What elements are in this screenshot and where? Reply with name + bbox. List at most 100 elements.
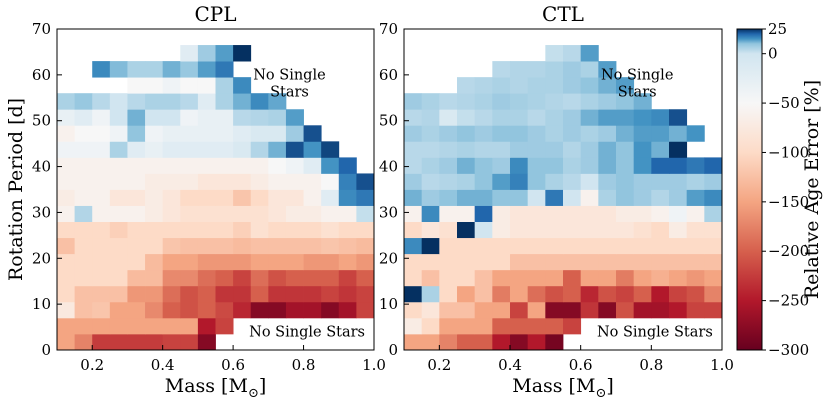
- heatmap-cell: [404, 221, 423, 239]
- y-tick-label: 70: [32, 20, 51, 38]
- heatmap-cell: [250, 173, 269, 190]
- heatmap-cell: [92, 189, 111, 206]
- heatmap-cell: [492, 237, 511, 255]
- heatmap-cell: [197, 173, 216, 190]
- heatmap-cell: [233, 141, 252, 158]
- heatmap-cell: [563, 301, 582, 319]
- heatmap-cell: [474, 125, 493, 142]
- heatmap-cell: [74, 253, 93, 271]
- heatmap-cell: [580, 141, 599, 158]
- heatmap-cell: [616, 205, 635, 222]
- heatmap-cell: [492, 93, 511, 110]
- heatmap-cell: [439, 269, 458, 287]
- heatmap-cell: [492, 157, 511, 174]
- heatmap-cell: [338, 285, 357, 303]
- y-tick-label: 30: [379, 203, 398, 221]
- heatmap-cell: [580, 269, 599, 287]
- heatmap-cell: [651, 173, 670, 190]
- heatmap-cell: [92, 125, 111, 142]
- heatmap-cell: [321, 205, 340, 222]
- heatmap-cell: [109, 269, 128, 287]
- heatmap-cell: [527, 125, 546, 142]
- heatmap-cell: [127, 301, 146, 319]
- heatmap-cell: [180, 125, 199, 142]
- heatmap-cell: [233, 157, 252, 174]
- heatmap-cell: [285, 173, 304, 190]
- heatmap-cell: [439, 93, 458, 110]
- heatmap-cell: [92, 157, 111, 174]
- heatmap-cell: [545, 173, 564, 190]
- heatmap-cell: [457, 333, 476, 351]
- heatmap-cell: [109, 333, 128, 351]
- heatmap-cell: [74, 269, 93, 287]
- heatmap-cell: [510, 173, 529, 190]
- heatmap-cell: [686, 157, 705, 174]
- heatmap-cell: [57, 189, 76, 206]
- heatmap-cell: [545, 253, 564, 271]
- heatmap-cell: [127, 205, 146, 222]
- heatmap-cell: [633, 125, 652, 142]
- heatmap-cell: [356, 253, 375, 271]
- heatmap-cell: [303, 157, 322, 174]
- cpl-no-single-stars-bottom: No Single Stars: [249, 325, 365, 341]
- heatmap-cell: [616, 253, 635, 271]
- colorbar-tick-label: −150: [768, 193, 809, 211]
- heatmap-cell: [510, 317, 529, 335]
- y-tick-label: 40: [379, 158, 398, 176]
- heatmap-cell: [563, 253, 582, 271]
- heatmap-cell: [215, 301, 234, 319]
- heatmap-cell: [145, 125, 164, 142]
- heatmap-cell: [704, 221, 723, 239]
- heatmap-cell: [127, 93, 146, 110]
- heatmap-cell: [321, 253, 340, 271]
- heatmap-cell: [527, 269, 546, 287]
- heatmap-cell: [510, 269, 529, 287]
- heatmap-cell: [669, 157, 688, 174]
- heatmap-cell: [527, 333, 546, 351]
- heatmap-cell: [651, 285, 670, 303]
- heatmap-cell: [439, 317, 458, 335]
- heatmap-cell: [250, 157, 269, 174]
- heatmap-cell: [303, 221, 322, 239]
- y-tick-label: 60: [32, 66, 51, 84]
- heatmap-cell: [704, 157, 723, 174]
- heatmap-cell: [145, 253, 164, 271]
- heatmap-cell: [180, 109, 199, 126]
- heatmap-cell: [474, 109, 493, 126]
- heatmap-cell: [404, 205, 423, 222]
- heatmap-cell: [268, 253, 287, 271]
- heatmap-cell: [457, 93, 476, 110]
- heatmap-cell: [74, 93, 93, 110]
- heatmap-cell: [233, 237, 252, 255]
- heatmap-cell: [598, 125, 617, 142]
- heatmap-cell: [527, 173, 546, 190]
- heatmap-cell: [338, 221, 357, 239]
- heatmap-cell: [421, 317, 440, 335]
- heatmap-cell: [686, 237, 705, 255]
- heatmap-cell: [563, 141, 582, 158]
- heatmap-cell: [580, 221, 599, 239]
- heatmap-cell: [215, 237, 234, 255]
- heatmap-cell: [250, 189, 269, 206]
- heatmap-cell: [580, 301, 599, 319]
- heatmap-cell: [250, 269, 269, 287]
- ctl-no-single-stars-top: No Single Stars: [601, 67, 673, 100]
- heatmap-cell: [197, 45, 216, 62]
- heatmap-cell: [510, 141, 529, 158]
- heatmap-cell: [527, 109, 546, 126]
- heatmap-cell: [527, 237, 546, 255]
- heatmap-cell: [338, 269, 357, 287]
- heatmap-cell: [704, 253, 723, 271]
- heatmap-cell: [439, 301, 458, 319]
- heatmap-cell: [580, 157, 599, 174]
- heatmap-cell: [127, 317, 146, 335]
- heatmap-cell: [57, 269, 76, 287]
- heatmap-cell: [404, 125, 423, 142]
- heatmap-cell: [321, 141, 340, 158]
- colorbar-tick-label: 0: [768, 45, 778, 63]
- heatmap-cell: [598, 109, 617, 126]
- heatmap-cell: [474, 333, 493, 351]
- heatmap-cell: [180, 93, 199, 110]
- heatmap-cell: [616, 77, 635, 94]
- heatmap-cell: [492, 269, 511, 287]
